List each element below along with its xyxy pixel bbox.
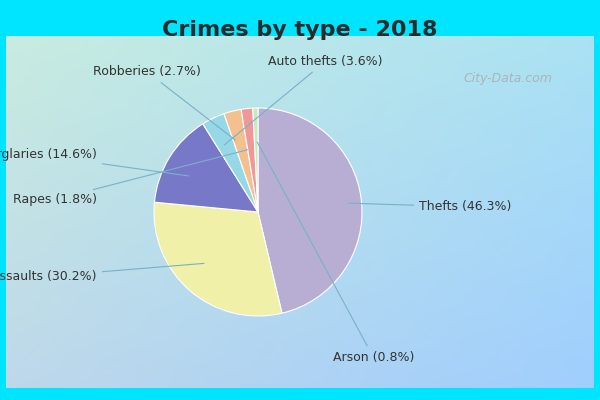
Wedge shape: [241, 108, 258, 212]
Wedge shape: [253, 108, 258, 212]
Text: Crimes by type - 2018: Crimes by type - 2018: [162, 20, 438, 40]
Text: Rapes (1.8%): Rapes (1.8%): [13, 150, 248, 206]
Wedge shape: [203, 114, 258, 212]
Text: City-Data.com: City-Data.com: [463, 72, 552, 85]
Text: Thefts (46.3%): Thefts (46.3%): [349, 200, 512, 213]
Wedge shape: [258, 108, 362, 313]
Text: Robberies (2.7%): Robberies (2.7%): [93, 65, 235, 140]
Text: Assaults (30.2%): Assaults (30.2%): [0, 263, 204, 283]
Wedge shape: [154, 202, 282, 316]
Text: Burglaries (14.6%): Burglaries (14.6%): [0, 148, 189, 176]
Text: Auto thefts (3.6%): Auto thefts (3.6%): [224, 55, 383, 145]
Text: Arson (0.8%): Arson (0.8%): [257, 142, 414, 364]
Wedge shape: [154, 124, 258, 212]
Wedge shape: [224, 109, 258, 212]
